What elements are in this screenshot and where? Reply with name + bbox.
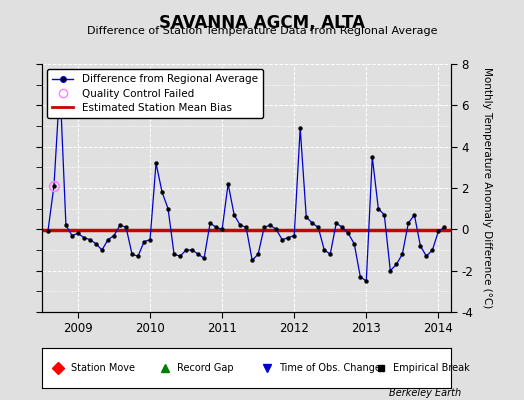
Text: Station Move: Station Move [71, 363, 135, 373]
Text: Berkeley Earth: Berkeley Earth [389, 388, 461, 398]
Text: Empirical Break: Empirical Break [394, 363, 470, 373]
Y-axis label: Monthly Temperature Anomaly Difference (°C): Monthly Temperature Anomaly Difference (… [483, 67, 493, 309]
Text: Time of Obs. Change: Time of Obs. Change [279, 363, 381, 373]
Text: Record Gap: Record Gap [177, 363, 233, 373]
Legend: Difference from Regional Average, Quality Control Failed, Estimated Station Mean: Difference from Regional Average, Qualit… [47, 69, 263, 118]
Text: SAVANNA AGCM, ALTA: SAVANNA AGCM, ALTA [159, 14, 365, 32]
Text: Difference of Station Temperature Data from Regional Average: Difference of Station Temperature Data f… [87, 26, 437, 36]
